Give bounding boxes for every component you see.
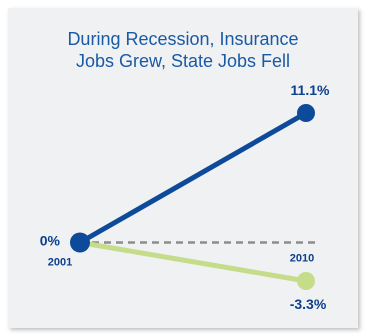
- chart-title-line-2: Jobs Grew, State Jobs Fell: [75, 51, 291, 71]
- series-2-end-label: -3.3%: [290, 296, 327, 312]
- chart-card: During Recession, Insurance Jobs Grew, S…: [8, 8, 358, 328]
- x-tick-label-end: 2010: [290, 253, 314, 265]
- start-value-label: 0%: [40, 233, 61, 249]
- line-chart: 0% 2001 2010 11.1% -3.3%: [40, 82, 330, 312]
- series-2-line: [77, 240, 309, 284]
- series-1-end-label: 11.1%: [291, 82, 330, 98]
- start-point: [70, 232, 90, 253]
- series-2-end-point: [297, 272, 315, 290]
- x-tick-label-start: 2001: [48, 257, 72, 269]
- series-1-line: [77, 110, 309, 245]
- series-1-end-point: [297, 104, 315, 122]
- chart-title-line-1: During Recession, Insurance: [67, 29, 299, 49]
- chart-title: During Recession, Insurance Jobs Grew, S…: [8, 28, 358, 72]
